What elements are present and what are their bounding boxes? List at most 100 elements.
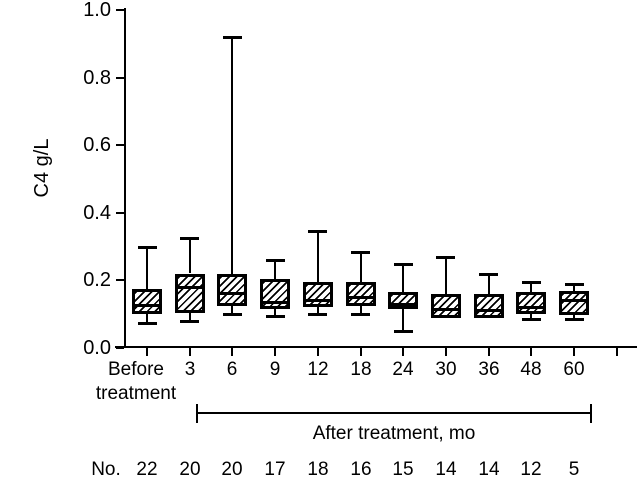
counts-row-label: No. [91, 459, 121, 480]
y-tick-label: 0.0 [83, 337, 111, 359]
x-category-label: 3 [135, 358, 245, 382]
median-line [177, 286, 203, 289]
median-line [476, 309, 502, 312]
x-axis-line [115, 346, 637, 348]
x-category-label-line: 30 [435, 359, 457, 380]
box-iqr [388, 292, 418, 309]
whisker-lower-cap [394, 330, 413, 333]
x-category-label-line: 12 [307, 359, 329, 380]
whisker-upper-stem [445, 257, 447, 294]
whisker-lower-stem [530, 314, 532, 319]
y-tick-label: 0.6 [83, 134, 111, 156]
whisker-upper-cap [351, 251, 370, 254]
x-tick [445, 348, 447, 356]
x-category-label: 12 [263, 358, 373, 382]
box-iqr [132, 289, 162, 314]
whisker-lower-stem [573, 314, 575, 319]
x-tick [189, 348, 191, 356]
x-category-label-line: Before [108, 359, 164, 380]
whisker-upper-stem [530, 282, 532, 292]
whisker-upper-cap [479, 273, 498, 276]
x-category-label: 24 [348, 358, 458, 382]
count-value: 22 [136, 459, 158, 480]
whisker-upper-stem [488, 274, 490, 294]
median-line [305, 299, 331, 302]
x-category-label-line: 24 [392, 359, 414, 380]
after-treatment-bracket [198, 412, 590, 414]
x-category-label: Before treatment [81, 358, 191, 406]
x-category-label: 18 [306, 358, 416, 382]
x-tick [231, 348, 233, 356]
x-tick [360, 348, 362, 356]
whisker-lower-stem [274, 309, 276, 316]
box-iqr [474, 294, 504, 318]
box-iqr [217, 274, 247, 306]
bracket-right-tick [590, 404, 592, 423]
y-tick-label: 0.8 [83, 67, 111, 89]
y-tick [116, 144, 124, 146]
y-tick [116, 212, 124, 214]
x-category-label-line: 9 [269, 359, 281, 380]
whisker-upper-cap [180, 237, 199, 240]
x-category-label: 60 [519, 358, 629, 382]
count-value: 18 [307, 459, 329, 480]
count-value: 14 [478, 459, 500, 480]
x-category-label-line: 36 [478, 359, 500, 380]
y-tick-label: 0.4 [83, 202, 111, 224]
count-value: 20 [221, 459, 243, 480]
x-tick [488, 348, 490, 356]
y-axis-line [124, 8, 126, 348]
box-iqr [346, 282, 376, 306]
whisker-upper-cap [436, 256, 455, 259]
whisker-lower-cap [266, 315, 285, 318]
whisker-lower-cap [308, 313, 327, 316]
whisker-upper-cap [565, 283, 584, 286]
x-tick [573, 348, 575, 356]
x-tick [146, 348, 148, 356]
whisker-upper-stem [146, 247, 148, 289]
whisker-upper-cap [138, 246, 157, 249]
median-line [561, 299, 587, 302]
whisker-upper-stem [573, 284, 575, 291]
count-value: 16 [350, 459, 372, 480]
whisker-upper-stem [360, 252, 362, 282]
whisker-upper-cap [522, 281, 541, 284]
x-category-label-line: 3 [184, 359, 196, 380]
y-tick-label: 1.0 [83, 0, 111, 21]
y-tick [116, 279, 124, 281]
bracket-left-tick [196, 404, 198, 423]
y-axis-title: C4 g/L [31, 138, 53, 198]
y-tick [116, 9, 124, 11]
box-iqr [260, 279, 290, 309]
count-value: 5 [568, 459, 580, 480]
whisker-lower-cap [138, 322, 157, 325]
median-line [219, 292, 245, 295]
count-value: 12 [520, 459, 542, 480]
box-iqr [431, 294, 461, 318]
whisker-upper-cap [308, 230, 327, 233]
whisker-upper-stem [189, 238, 191, 273]
x-category-label-line: treatment [95, 383, 177, 404]
x-tick [402, 348, 404, 356]
count-value: 17 [264, 459, 286, 480]
whisker-upper-cap [394, 263, 413, 266]
x-category-label: 9 [220, 358, 330, 382]
count-value: 15 [392, 459, 414, 480]
whisker-lower-cap [351, 313, 370, 316]
whisker-lower-stem [189, 313, 191, 321]
after-treatment-label: After treatment, mo [312, 423, 476, 444]
median-line [433, 308, 459, 311]
whisker-upper-stem [274, 260, 276, 279]
y-tick [116, 347, 124, 349]
count-value: 14 [435, 459, 457, 480]
whisker-lower-stem [146, 314, 148, 322]
x-category-label-line: 48 [520, 359, 542, 380]
box-iqr [175, 274, 205, 313]
x-category-label-line: 60 [563, 359, 585, 380]
whisker-lower-cap [223, 313, 242, 316]
whisker-lower-cap [565, 318, 584, 321]
whisker-lower-stem [402, 309, 404, 331]
median-line [518, 306, 544, 309]
whisker-lower-cap [180, 320, 199, 323]
